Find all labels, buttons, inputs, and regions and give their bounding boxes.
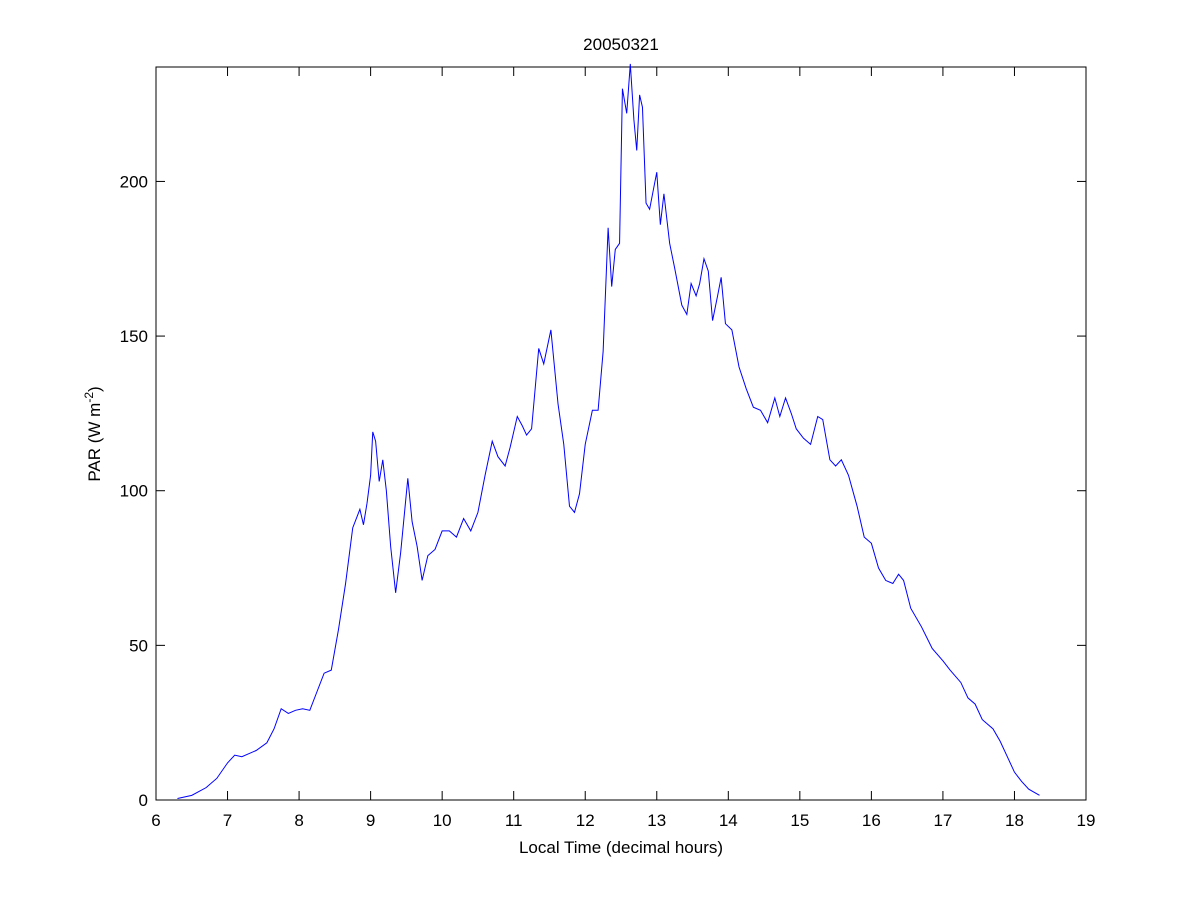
y-tick-label: 0 — [139, 791, 148, 810]
x-tick-label: 13 — [647, 811, 666, 830]
y-tick-label: 100 — [120, 482, 148, 501]
x-tick-label: 14 — [719, 811, 738, 830]
y-label-end: ) — [85, 386, 104, 392]
x-tick-label: 9 — [366, 811, 375, 830]
x-tick-label: 10 — [433, 811, 452, 830]
x-tick-label: 18 — [1005, 811, 1024, 830]
x-tick-label: 12 — [576, 811, 595, 830]
x-axis-label: Local Time (decimal hours) — [519, 838, 723, 857]
y-tick-label: 50 — [129, 636, 148, 655]
x-tick-label: 15 — [790, 811, 809, 830]
x-tick-label: 7 — [223, 811, 232, 830]
chart-title: 20050321 — [583, 35, 659, 54]
x-tick-label: 19 — [1077, 811, 1096, 830]
y-label-text: PAR (W m — [85, 403, 104, 482]
x-tick-label: 8 — [294, 811, 303, 830]
y-label-sup: -2 — [82, 392, 96, 403]
y-axis-label: PAR (W m-2) — [82, 386, 104, 481]
x-tick-label: 6 — [151, 811, 160, 830]
x-tick-label: 17 — [933, 811, 952, 830]
y-tick-label: 150 — [120, 327, 148, 346]
x-tick-label: 11 — [505, 811, 523, 830]
x-tick-label: 16 — [862, 811, 881, 830]
data-line — [177, 63, 1040, 799]
y-tick-label: 200 — [120, 172, 148, 191]
